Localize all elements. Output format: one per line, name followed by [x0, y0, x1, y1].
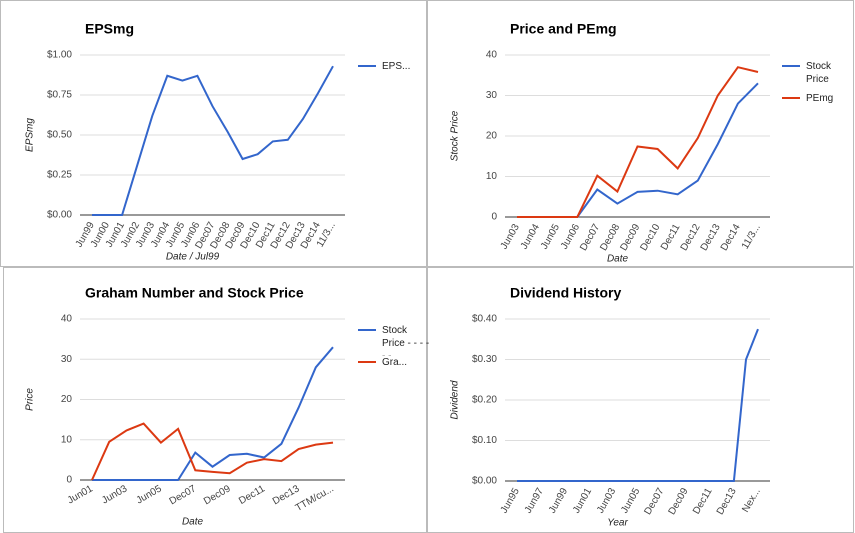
y-axis-label: Price — [25, 388, 36, 411]
x-tick-label: Dec07 — [168, 483, 199, 507]
legend-label: PEmg — [806, 93, 834, 104]
x-tick-label: Dec14 — [719, 222, 743, 253]
series-line — [91, 422, 334, 481]
legend-entry: Stock Price - - - - - - — [382, 325, 430, 356]
x-tick-label: Dec09 — [667, 486, 691, 517]
series-line — [92, 65, 334, 216]
legend-label: Stock Price - - - - - - — [382, 325, 430, 356]
panel-border — [427, 0, 854, 267]
y-tick-label: 40 — [61, 314, 73, 325]
y-axis-label: Stock Price — [450, 110, 461, 161]
series-line — [517, 66, 759, 218]
x-tick-label: Jun03 — [499, 222, 522, 251]
chart-title: EPSmg — [85, 21, 134, 37]
x-tick-label: TTM/cu... — [294, 483, 336, 514]
series-line — [517, 82, 759, 218]
legend-label: Gra... — [382, 357, 408, 368]
x-tick-label: Jun03 — [595, 486, 618, 515]
x-tick-label: Nex... — [740, 486, 763, 514]
x-tick-label: Jun05 — [539, 222, 562, 251]
x-tick-label: Jun97 — [523, 486, 546, 515]
panel-border — [0, 0, 427, 267]
y-tick-label: 20 — [61, 394, 73, 405]
y-tick-label: $0.25 — [47, 170, 72, 181]
y-tick-label: 20 — [486, 131, 498, 142]
chart-title: Dividend History — [510, 285, 621, 301]
legend-label: Stock Price — [806, 61, 832, 85]
series-line — [517, 328, 759, 482]
series-line — [92, 346, 334, 481]
x-tick-label: Dec10 — [638, 222, 662, 253]
x-tick-label: Dec13 — [715, 486, 739, 517]
x-tick-label: Jun03 — [100, 483, 129, 506]
y-tick-label: 30 — [486, 90, 498, 101]
y-axis-label: Dividend — [450, 380, 461, 419]
x-tick-label: Jun01 — [571, 486, 594, 515]
x-tick-label: Jun99 — [547, 486, 570, 515]
y-tick-label: 10 — [61, 434, 73, 445]
y-tick-label: $0.10 — [472, 435, 497, 446]
x-axis-label: Date — [182, 517, 204, 528]
x-axis-label: Date / Jul99 — [166, 252, 220, 263]
legend-entry: EPS... — [382, 61, 411, 72]
legend-entry: Gra... — [382, 357, 408, 368]
y-tick-label: $0.00 — [472, 476, 497, 487]
x-tick-label: Jun01 — [66, 483, 95, 506]
y-tick-label: $0.40 — [472, 314, 497, 325]
x-tick-label: Jun04 — [519, 222, 542, 251]
legend-label: EPS... — [382, 61, 411, 72]
legend-entry: Stock Price — [806, 61, 832, 85]
x-axis-label: Date — [607, 254, 629, 265]
chart-title: Price and PEmg — [510, 21, 617, 37]
x-tick-label: Jun05 — [135, 483, 164, 506]
y-axis-label: EPSmg — [25, 118, 36, 152]
x-tick-label: Dec11 — [691, 486, 715, 516]
y-tick-label: 40 — [486, 50, 498, 61]
x-tick-label: Dec11 — [237, 483, 267, 507]
y-tick-label: $0.50 — [47, 130, 72, 141]
y-tick-label: $0.00 — [47, 210, 72, 221]
y-tick-label: 10 — [486, 171, 498, 182]
chart-title: Graham Number and Stock Price — [85, 285, 304, 301]
y-tick-label: $1.00 — [47, 50, 72, 61]
x-tick-label: Dec09 — [202, 483, 233, 507]
x-axis-label: Year — [607, 518, 628, 529]
y-tick-label: $0.30 — [472, 354, 497, 365]
y-tick-label: 0 — [66, 475, 72, 486]
x-tick-label: Jun95 — [499, 486, 522, 515]
x-tick-label: 11/3... — [740, 222, 763, 251]
x-tick-label: Jun05 — [619, 486, 642, 515]
y-tick-label: $0.20 — [472, 395, 497, 406]
legend-entry: PEmg — [806, 93, 834, 104]
y-tick-label: 0 — [491, 212, 497, 223]
x-tick-label: Dec07 — [643, 486, 667, 517]
y-tick-label: $0.75 — [47, 90, 72, 101]
y-tick-label: 30 — [61, 354, 73, 365]
